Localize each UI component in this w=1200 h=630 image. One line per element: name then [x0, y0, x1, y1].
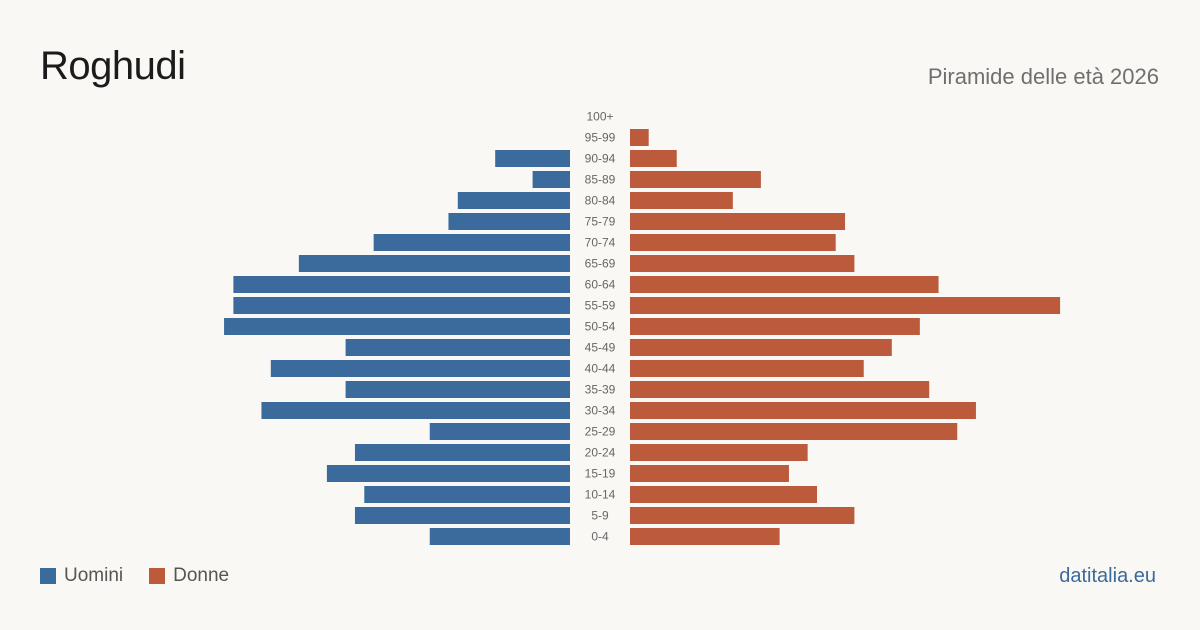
bar-male-45-49 [345, 339, 570, 356]
age-group-label: 40-44 [585, 362, 616, 376]
bar-female-75-79 [630, 213, 846, 230]
age-group-label: 55-59 [585, 299, 616, 313]
bar-female-60-64 [630, 276, 939, 293]
legend-swatch-female [149, 568, 166, 584]
bar-male-90-94 [495, 150, 570, 167]
bar-male-60-64 [233, 276, 570, 293]
age-group-label: 70-74 [585, 236, 616, 250]
age-group-label: 30-34 [585, 404, 616, 418]
bar-female-95-99 [630, 129, 649, 146]
age-group-label: 100+ [586, 110, 613, 124]
bar-female-20-24 [630, 444, 808, 461]
bar-female-35-39 [630, 381, 930, 398]
bar-male-85-89 [532, 171, 570, 188]
age-group-label: 75-79 [585, 215, 616, 229]
bar-female-50-54 [630, 318, 920, 335]
age-group-label: 90-94 [585, 152, 616, 166]
bar-male-0-4 [429, 528, 570, 545]
age-group-label: 0-4 [591, 530, 609, 544]
legend-item-female: Donne [149, 565, 229, 587]
bar-female-0-4 [630, 528, 780, 545]
bar-male-35-39 [345, 381, 570, 398]
age-group-label: 50-54 [585, 320, 616, 334]
bar-male-30-34 [261, 402, 570, 419]
legend-item-male: Uomini [40, 565, 123, 587]
bar-male-70-74 [373, 234, 570, 251]
bar-male-65-69 [298, 255, 570, 272]
bar-male-75-79 [448, 213, 570, 230]
source-link[interactable]: datitalia.eu [1059, 565, 1156, 587]
age-group-label: 20-24 [585, 446, 616, 460]
bar-female-90-94 [630, 150, 677, 167]
age-group-label: 15-19 [585, 467, 616, 481]
legend-label-female: Donne [173, 565, 230, 586]
bar-female-80-84 [630, 192, 733, 209]
bar-male-50-54 [224, 318, 571, 335]
age-group-label: 45-49 [585, 341, 616, 355]
age-group-label: 65-69 [585, 257, 616, 271]
bar-female-85-89 [630, 171, 761, 188]
bar-female-25-29 [630, 423, 958, 440]
age-group-label: 5-9 [591, 509, 609, 523]
bar-male-5-9 [354, 507, 570, 524]
bar-female-10-14 [630, 486, 817, 503]
chart-title: Roghudi [40, 44, 186, 88]
chart-subtitle: Piramide delle età 2026 [927, 64, 1159, 89]
bar-male-55-59 [233, 297, 570, 314]
bar-female-5-9 [630, 507, 855, 524]
bar-female-55-59 [630, 297, 1061, 314]
bar-female-45-49 [630, 339, 892, 356]
age-group-label: 35-39 [585, 383, 616, 397]
age-group-label: 60-64 [585, 278, 616, 292]
legend-swatch-male [40, 568, 56, 584]
bar-female-65-69 [630, 255, 855, 272]
bar-male-20-24 [354, 444, 570, 461]
age-group-label: 95-99 [585, 131, 616, 145]
bar-male-40-44 [270, 360, 570, 377]
bar-female-30-34 [630, 402, 976, 419]
bar-female-70-74 [630, 234, 836, 251]
age-group-label: 10-14 [585, 488, 616, 502]
bar-male-25-29 [429, 423, 570, 440]
legend: Uomini Donne [40, 565, 255, 587]
legend-label-male: Uomini [64, 565, 124, 586]
bar-male-80-84 [457, 192, 570, 209]
bar-female-40-44 [630, 360, 864, 377]
age-group-label: 85-89 [585, 173, 616, 187]
age-group-label: 25-29 [585, 425, 616, 439]
bar-male-10-14 [364, 486, 570, 503]
bar-male-15-19 [326, 465, 570, 482]
age-group-label: 80-84 [585, 194, 616, 208]
bar-female-15-19 [630, 465, 789, 482]
